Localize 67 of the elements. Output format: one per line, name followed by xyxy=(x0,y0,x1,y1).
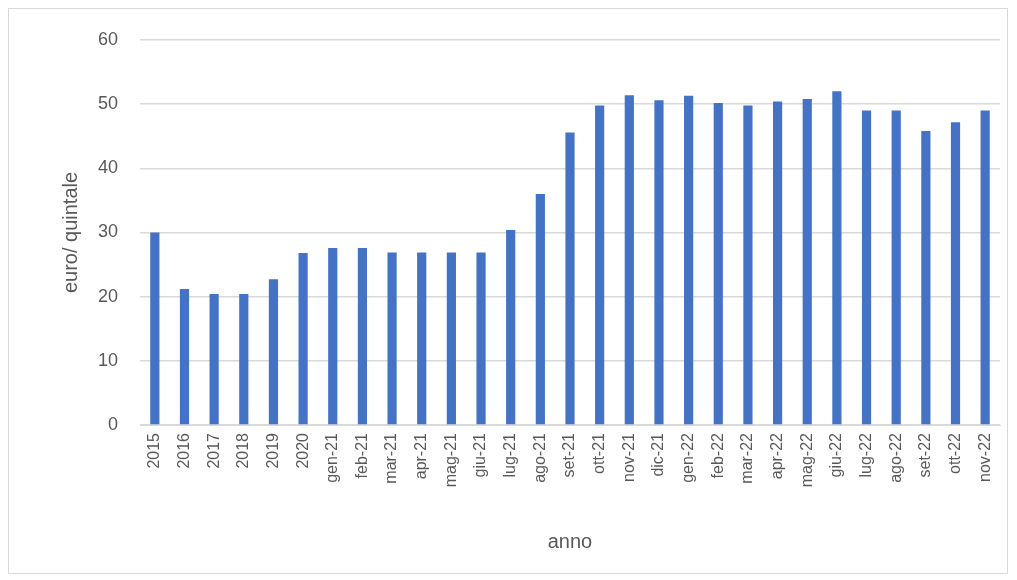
x-tick-label: dic-21 xyxy=(649,432,667,477)
bar xyxy=(239,294,249,425)
bar xyxy=(624,95,634,425)
x-tick-label: 2018 xyxy=(234,432,252,469)
x-tick-label: lug-22 xyxy=(856,432,874,478)
bar xyxy=(832,91,842,425)
y-tick-label: 60 xyxy=(97,28,118,49)
bar xyxy=(506,229,516,425)
x-tick-label: set-22 xyxy=(916,432,934,478)
x-tick-label: gen-21 xyxy=(323,432,341,483)
bar xyxy=(387,252,397,425)
x-tick-label: feb-21 xyxy=(352,432,370,479)
bar xyxy=(565,132,575,425)
bar xyxy=(476,252,486,425)
x-tick-label: 2019 xyxy=(263,432,281,469)
x-tick-label: ago-22 xyxy=(886,432,904,483)
bar xyxy=(713,102,723,425)
x-tick-label: 2016 xyxy=(174,432,192,469)
bar xyxy=(209,294,219,425)
bar xyxy=(417,252,427,425)
y-tick-label: 0 xyxy=(107,413,118,434)
bar xyxy=(802,99,812,425)
x-tick-label: 2017 xyxy=(204,432,222,469)
bar xyxy=(891,110,901,425)
bar xyxy=(950,122,961,425)
x-tick-label: 2020 xyxy=(293,432,311,469)
bar xyxy=(654,100,664,425)
x-tick-label: apr-21 xyxy=(412,432,430,480)
x-tick-label: mar-22 xyxy=(738,432,756,484)
bar xyxy=(150,232,160,425)
bar xyxy=(357,247,368,425)
bar xyxy=(743,105,753,425)
x-tick-label: feb-22 xyxy=(708,432,726,479)
x-tick-label: nov-21 xyxy=(619,432,637,482)
y-tick-label: 10 xyxy=(97,349,118,370)
bar xyxy=(179,288,190,425)
y-axis-title: euro/ quintale xyxy=(58,171,81,294)
x-tick-label: mag-21 xyxy=(441,432,459,488)
bar xyxy=(861,110,872,425)
x-tick-label: set-21 xyxy=(560,432,578,478)
x-tick-label: ott-22 xyxy=(945,432,963,474)
bar xyxy=(328,247,338,425)
x-tick-label: gen-22 xyxy=(679,432,697,483)
x-tick-label: mag-22 xyxy=(797,432,815,488)
y-tick-label: 30 xyxy=(97,221,118,242)
x-tick-label: giu-21 xyxy=(471,432,489,478)
bar xyxy=(298,253,308,425)
bar xyxy=(772,101,783,425)
x-tick-label: lug-21 xyxy=(501,432,519,478)
x-tick-label: nov-22 xyxy=(975,432,993,482)
x-tick-label: mar-21 xyxy=(382,432,400,484)
x-axis-title: anno xyxy=(547,529,593,552)
x-tick-label: 2015 xyxy=(145,432,163,469)
bar xyxy=(980,110,990,425)
y-tick-label: 50 xyxy=(97,93,118,114)
x-tick-label: apr-22 xyxy=(767,432,785,480)
bar xyxy=(921,131,931,425)
bar xyxy=(535,194,545,425)
y-tick-label: 20 xyxy=(97,285,118,306)
x-tick-label: giu-22 xyxy=(827,432,845,478)
x-tick-label: ott-21 xyxy=(590,432,608,474)
bar xyxy=(595,105,605,425)
bar xyxy=(684,95,694,425)
x-tick-label: ago-21 xyxy=(530,432,548,483)
bar xyxy=(446,252,456,425)
bar xyxy=(268,279,279,425)
y-tick-label: 40 xyxy=(97,157,118,178)
